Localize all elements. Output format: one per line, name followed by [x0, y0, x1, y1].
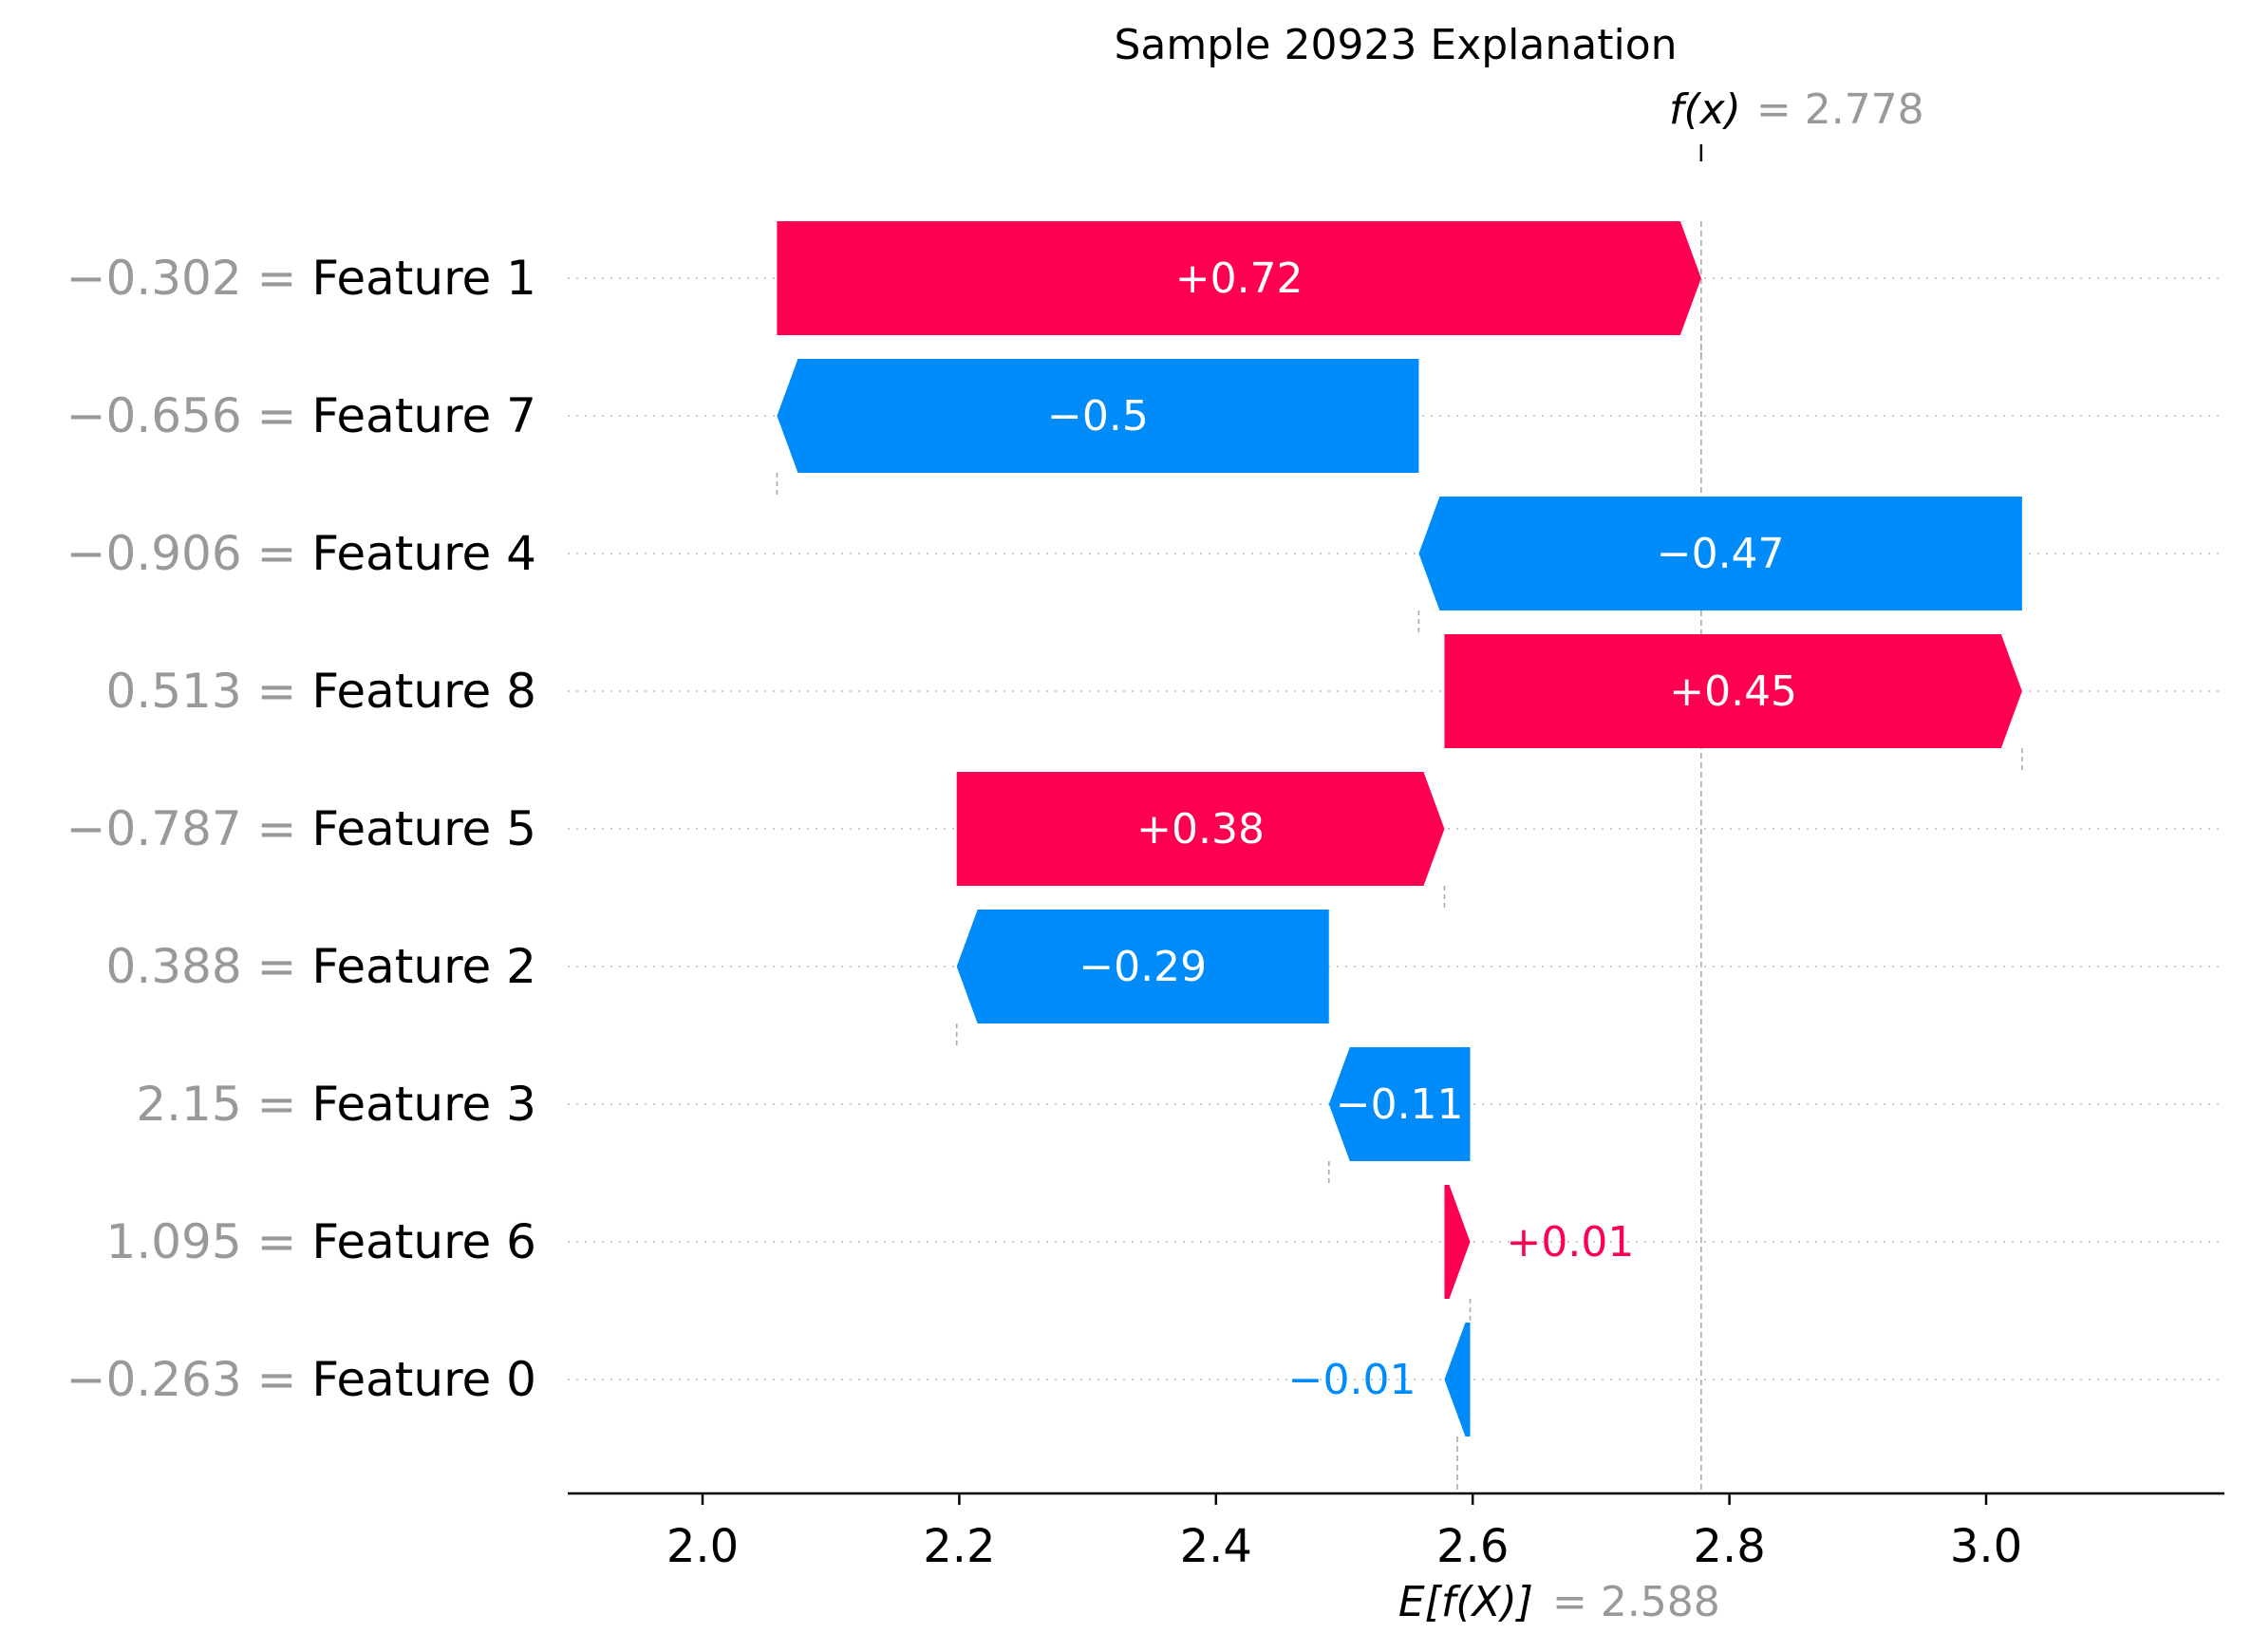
feature-label: 1.095 = Feature 6 [106, 1214, 536, 1269]
feature-value: −0.787 = [66, 801, 312, 856]
feature-value: −0.906 = [66, 526, 312, 581]
feature-name: Feature 6 [311, 1214, 536, 1269]
feature-label: −0.302 = Feature 1 [66, 251, 536, 306]
x-tick-label: 2.2 [923, 1520, 995, 1573]
bar-feature-2 [956, 910, 1329, 1023]
contribution-label: −0.11 [1336, 1080, 1464, 1129]
bar-feature-3 [1328, 1047, 1471, 1161]
contribution-label: +0.01 [1506, 1218, 1634, 1267]
contribution-label: −0.01 [1288, 1356, 1416, 1404]
fx-annotation: f(x) = 2.778 [1669, 85, 1924, 134]
feature-label: 0.513 = Feature 8 [106, 664, 536, 719]
bar-feature-0 [1444, 1323, 1471, 1436]
x-tick-label: 3.0 [1950, 1520, 2022, 1573]
bar-feature-4 [1418, 497, 2022, 610]
feature-label: −0.787 = Feature 5 [66, 801, 536, 856]
ex-value: = 2.588 [1552, 1578, 1720, 1626]
feature-labels: −0.302 = Feature 1 −0.656 = Feature 7 −0.9… [66, 251, 536, 1407]
feature-label: −0.656 = Feature 7 [66, 388, 536, 443]
feature-name: Feature 1 [311, 251, 536, 306]
feature-value: 0.513 = [106, 664, 312, 719]
feature-value: −0.263 = [66, 1352, 312, 1407]
feature-value: −0.656 = [66, 388, 312, 443]
bar-connectors [776, 335, 2023, 1323]
feature-label: −0.263 = Feature 0 [66, 1352, 536, 1407]
feature-value: 1.095 = [106, 1214, 312, 1269]
feature-label: 0.388 = Feature 2 [106, 939, 536, 994]
contribution-label: −0.29 [1079, 943, 1207, 991]
bar-feature-6 [1444, 1185, 1471, 1299]
contribution-label: +0.38 [1136, 805, 1265, 854]
x-axis: 2.0 2.2 2.4 2.6 2.8 3.0 [568, 1492, 2224, 1573]
feature-name: Feature 8 [311, 664, 536, 719]
contribution-label: −0.5 [1047, 392, 1149, 441]
fx-value: = 2.778 [1756, 85, 1924, 134]
feature-value: −0.302 = [66, 251, 312, 306]
ex-annotation: E[f(X)] = 2.588 [1398, 1578, 1720, 1626]
chart-title: Sample 20923 Explanation [1114, 21, 1677, 69]
ex-label: E[f(X)] [1398, 1578, 1533, 1626]
bar-feature-1 [777, 221, 1701, 335]
bar-feature-5 [956, 772, 1445, 886]
feature-label: 2.15 = Feature 3 [136, 1077, 536, 1132]
bars: +0.72 −0.5 −0.47 +0.45 +0.38 −0.29 −0.11 +0.01 −… [777, 221, 2022, 1436]
feature-name: Feature 2 [311, 939, 536, 994]
feature-name: Feature 4 [311, 526, 536, 581]
feature-name: Feature 5 [311, 801, 536, 856]
x-tick-label: 2.4 [1180, 1520, 1252, 1573]
x-tick-label: 2.6 [1436, 1520, 1509, 1573]
reference-lines [1456, 144, 1703, 1493]
feature-name: Feature 7 [311, 388, 536, 443]
feature-value: 2.15 = [136, 1077, 311, 1132]
bar-feature-7 [777, 359, 1419, 473]
fx-label: f(x) [1669, 85, 1741, 134]
feature-name: Feature 0 [311, 1352, 536, 1407]
x-tick-label: 2.8 [1693, 1520, 1765, 1573]
contribution-label: −0.47 [1657, 530, 1785, 578]
feature-value: 0.388 = [106, 939, 312, 994]
contribution-label: +0.72 [1175, 254, 1304, 303]
bar-feature-8 [1444, 634, 2022, 748]
x-tick-label: 2.0 [666, 1520, 739, 1573]
feature-name: Feature 3 [311, 1077, 536, 1132]
feature-label: −0.906 = Feature 4 [66, 526, 536, 581]
contribution-label: +0.45 [1669, 667, 1797, 716]
